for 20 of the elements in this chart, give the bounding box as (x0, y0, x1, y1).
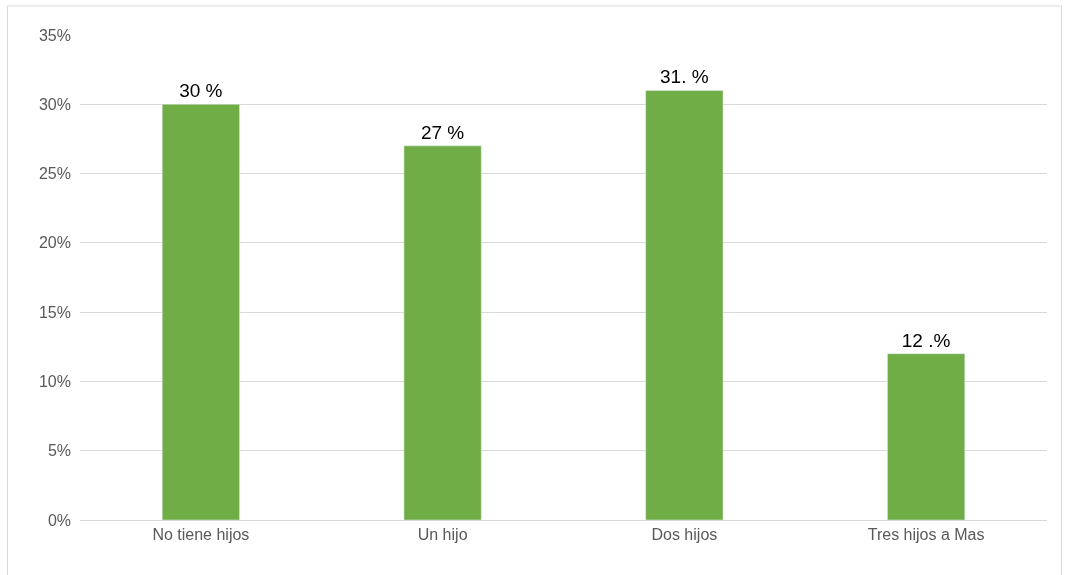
y-tick-label: 5% (47, 442, 71, 460)
x-tick-label: Tres hijos a Mas (867, 526, 985, 544)
y-tick-label: 0% (47, 511, 71, 529)
x-tick-label: Dos hijos (651, 526, 718, 544)
y-tick-label: 35% (38, 26, 71, 44)
data-label: 27 % (420, 121, 465, 143)
x-tick-label: No tiene hijos (152, 526, 250, 544)
y-tick-label: 10% (38, 373, 71, 391)
y-tick-label: 30% (38, 95, 71, 113)
bar (403, 145, 482, 520)
y-tick-label: 25% (38, 165, 71, 183)
data-label: 30 % (179, 80, 223, 102)
data-label: 12 .% (901, 329, 951, 351)
bar (161, 104, 240, 520)
y-tick-label: 15% (38, 303, 71, 321)
x-tick-label: Un hijo (417, 526, 468, 544)
bar (887, 353, 966, 520)
bar (645, 90, 724, 520)
data-label: 31. % (660, 66, 709, 88)
y-tick-label: 20% (38, 234, 71, 252)
